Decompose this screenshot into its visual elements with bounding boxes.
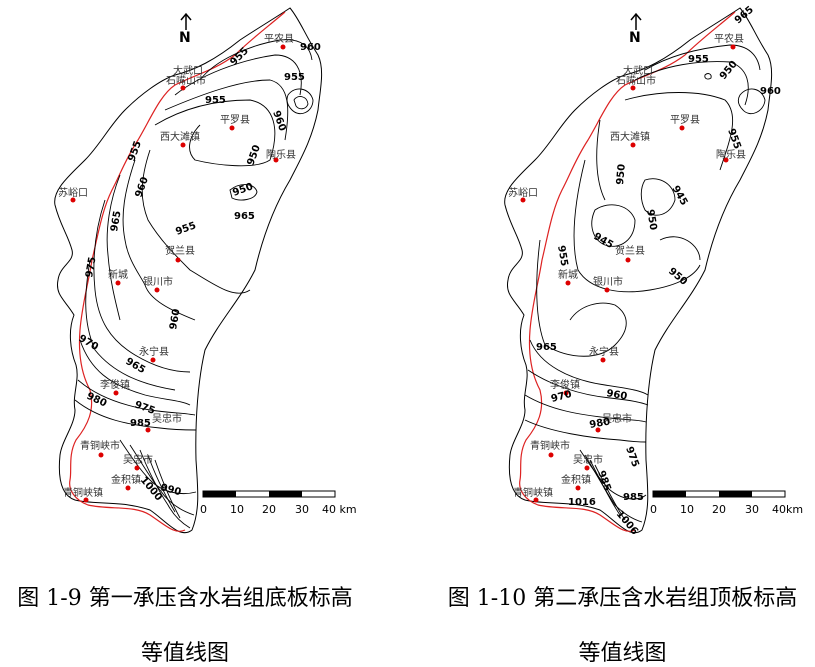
place-dawukou: 大武口 [173, 64, 203, 77]
contour-label: 960 [133, 176, 150, 199]
place-pingnong: 平农县 [714, 32, 744, 45]
contour-label: 965 [234, 211, 255, 222]
contour-label: 950 [231, 181, 254, 198]
region-outline [504, 7, 773, 533]
contour-lines [524, 44, 766, 523]
place-wuzhong: 吴忠市 [123, 453, 153, 466]
place-qingtongxia-town: 青铜峡镇 [63, 486, 103, 499]
contour-label: 955 [555, 245, 569, 268]
place-xincheng: 新城 [558, 268, 578, 281]
scale-tick: 0 [650, 503, 657, 516]
contour-label: 980 [589, 416, 612, 430]
figure-caption-2-line2: 等值线图 [578, 641, 667, 666]
scale-tick: 30 [745, 503, 759, 516]
contour-map-2: N 平农县 大武口 石嘴山市 平罗县 西大滩镇 陶乐县 [504, 4, 803, 537]
north-label: N [629, 30, 641, 46]
contour-label: 985 [595, 469, 612, 492]
place-pingnong: 平农县 [264, 32, 294, 45]
contour-label: 980 [85, 391, 109, 410]
place-xidatan: 西大滩镇 [610, 130, 650, 143]
north-label: N [179, 30, 191, 46]
place-xincheng: 新城 [108, 268, 128, 281]
contour-lines [74, 39, 314, 529]
contour-label: 950 [718, 59, 740, 82]
contour-label: 955 [205, 95, 226, 106]
contour-label: 945 [669, 184, 689, 208]
region-outline [54, 7, 323, 533]
figure-caption-2: 图 1-10 第二承压含水岩组顶板标高 [447, 586, 798, 611]
place-helan: 贺兰县 [165, 244, 195, 257]
contour-label: 990 [159, 482, 182, 498]
north-arrow-icon: N [179, 12, 192, 46]
place-wuzhong-city: 吴忠市 [602, 412, 632, 425]
scale-tick: 0 [200, 503, 207, 516]
place-yongning: 永宁县 [589, 345, 619, 358]
contour-label: 955 [284, 72, 305, 83]
contour-label: 955 [688, 54, 709, 65]
contour-label: 965 [109, 210, 123, 233]
scale-tick: 10 [230, 503, 244, 516]
contour-label: 960 [605, 388, 628, 402]
scale-tick: 30 [295, 503, 309, 516]
place-jinji: 金积镇 [111, 473, 141, 486]
contour-label: 970 [550, 389, 573, 405]
contour-label: 950 [615, 163, 628, 185]
contour-label: 975 [84, 256, 98, 279]
place-wuzhong: 吴忠市 [573, 453, 603, 466]
scale-tick: 40km [772, 503, 803, 516]
contour-label: 1006 [614, 509, 640, 537]
place-helan: 贺兰县 [615, 244, 645, 257]
place-yinchuan: 银川市 [593, 275, 623, 288]
place-qingtongxia-city: 青铜峡市 [80, 439, 120, 452]
place-pingluo: 平罗县 [220, 114, 250, 126]
place-wuzhong-city: 吴忠市 [152, 412, 182, 425]
contour-label: 975 [623, 445, 640, 468]
contour-label: 950 [644, 209, 658, 232]
place-shizuishan: 石嘴山市 [166, 74, 206, 87]
place-lijun: 李俊镇 [100, 378, 130, 391]
boundary-line [519, 11, 736, 532]
contour-label: 950 [666, 266, 689, 288]
contour-label: 945 [592, 231, 616, 251]
figure-caption-1: 图 1-9 第一承压含水岩组底板标高 [17, 586, 353, 611]
scale-tick: 20 [712, 503, 726, 516]
place-suyukou: 苏峪口 [58, 186, 88, 199]
contour-label: 965 [733, 4, 756, 26]
scale-tick: 40 km [322, 503, 357, 516]
contour-label: 960 [168, 308, 182, 331]
contour-label: 965 [536, 342, 557, 353]
contour-label: 985 [130, 418, 151, 429]
north-arrow-icon: N [629, 12, 642, 46]
contour-label: 960 [300, 42, 321, 53]
scale-tick: 10 [680, 503, 694, 516]
contour-label: 960 [760, 86, 781, 97]
place-markers [70, 44, 286, 503]
figure-caption-1-line2: 等值线图 [140, 641, 229, 666]
place-markers [520, 44, 736, 503]
contour-label: 985 [623, 492, 644, 503]
place-shizuishan: 石嘴山市 [616, 74, 656, 87]
scale-tick: 20 [262, 503, 276, 516]
contour-label: 955 [126, 140, 143, 163]
boundary-line [69, 11, 286, 532]
place-yinchuan: 银川市 [143, 275, 173, 288]
place-taole: 陶乐县 [716, 148, 746, 161]
place-dawukou: 大武口 [623, 64, 653, 77]
place-yongning: 永宁县 [139, 345, 169, 358]
place-qingtongxia-city: 青铜峡市 [530, 439, 570, 452]
contour-map-1: N 平农县 大武口 石嘴山市 [54, 7, 357, 533]
place-suyukou: 苏峪口 [508, 186, 538, 199]
place-lijun: 李俊镇 [550, 378, 580, 391]
place-xidatan: 西大滩镇 [160, 130, 200, 143]
place-pingluo: 平罗县 [670, 114, 700, 126]
contour-label: 975 [133, 399, 156, 416]
place-qingtongxia-town: 青铜峡镇 [513, 486, 553, 499]
scale-bar: 0 10 20 30 40 km [200, 490, 357, 516]
contour-label: 965 [124, 356, 148, 376]
scale-bar: 0 10 20 30 40km [650, 490, 803, 516]
place-jinji: 金积镇 [561, 473, 591, 486]
contour-label: 1016 [568, 497, 596, 508]
contour-label: 955 [174, 220, 197, 237]
place-taole: 陶乐县 [266, 148, 296, 161]
